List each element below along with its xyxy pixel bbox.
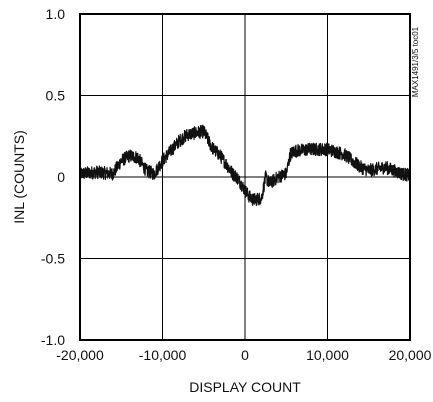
y-tick-label: -1.0	[41, 332, 65, 348]
figure-code: MAX1491/3/5 toc01	[411, 26, 420, 97]
y-tick-label: -0.5	[41, 251, 65, 267]
y-tick-label: 0.5	[46, 88, 66, 104]
series-line-0	[79, 124, 411, 207]
y-tick-label: 1.0	[46, 6, 66, 22]
x-tick-label: 10,000	[306, 347, 349, 363]
y-tick-label: 0	[57, 169, 65, 185]
x-tick-label: 0	[241, 347, 249, 363]
x-tick-label: -10,000	[139, 347, 187, 363]
series-group	[79, 124, 411, 207]
y-axis-label: INL (COUNTS)	[11, 130, 27, 224]
grid	[80, 14, 410, 340]
x-tick-label: -20,000	[56, 347, 104, 363]
plot-frame	[79, 13, 411, 341]
x-axis-label: DISPLAY COUNT	[189, 379, 301, 395]
x-tick-label: 20,000	[389, 347, 432, 363]
x-tick-labels: -20,000 -10,000 0 10,000 20,000	[56, 347, 431, 363]
y-tick-labels: 1.0 0.5 0 -0.5 -1.0	[41, 6, 65, 348]
